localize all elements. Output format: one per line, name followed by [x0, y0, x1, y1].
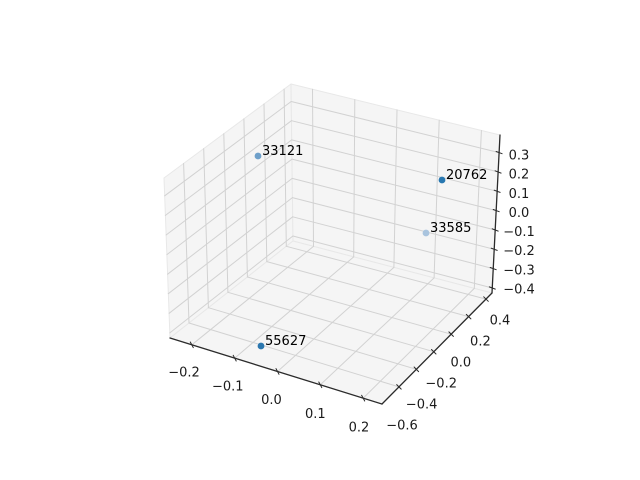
grid-line: [291, 197, 495, 250]
grid-line: [188, 322, 400, 388]
z-tick-mark: [489, 267, 497, 271]
z-tick-label: 0.0: [509, 206, 530, 221]
y-tick-label: −0.6: [386, 419, 418, 434]
data-point-label: 33121: [262, 144, 303, 159]
x-tick-label: 0.1: [305, 407, 326, 422]
z-tick-label: −0.4: [503, 283, 535, 298]
x-tick-mark: [361, 394, 366, 402]
x-tick-label: −0.2: [168, 366, 200, 381]
data-point: [257, 342, 265, 350]
z-tick-label: −0.2: [503, 244, 535, 259]
grid-line: [243, 118, 248, 278]
grid-line: [292, 216, 494, 270]
y-tick-label: 0.2: [470, 335, 491, 350]
z-tick-mark: [492, 209, 500, 213]
data-point: [254, 152, 262, 160]
z-tick-label: −0.1: [503, 225, 535, 240]
grid-line: [164, 120, 292, 216]
grid-line: [312, 88, 314, 247]
grid-line: [246, 276, 452, 335]
data-point: [438, 176, 446, 184]
x-tick-mark: [318, 381, 323, 389]
z-tick-label: 0.1: [509, 187, 530, 202]
data-point-label: 55627: [265, 334, 306, 349]
z-tick-mark: [490, 247, 498, 251]
z-tick-label: 0.2: [509, 168, 530, 183]
y-tick-mark: [448, 331, 454, 337]
grid-line: [266, 261, 470, 318]
x-tick-mark: [232, 354, 237, 362]
y-tick-mark: [431, 349, 437, 355]
y-tick-label: 0.0: [450, 356, 471, 371]
grid-line: [283, 88, 287, 247]
grid-line: [168, 216, 294, 314]
grid-line: [234, 256, 355, 359]
x-axis-spine: [169, 337, 383, 405]
x-tick-label: −0.1: [212, 379, 244, 394]
grid-line: [183, 163, 190, 324]
x-tick-label: 0.0: [261, 393, 282, 408]
grid-line: [292, 235, 493, 289]
grid-line: [393, 109, 398, 268]
grid-line: [433, 119, 440, 279]
y-tick-mark: [413, 366, 420, 373]
y-tick-mark: [396, 384, 402, 390]
z-axis-spine: [491, 134, 501, 294]
grid-line: [291, 139, 498, 192]
grid-line: [277, 266, 395, 372]
y-tick-label: 0.4: [490, 314, 511, 329]
grid-line: [166, 158, 293, 256]
z-tick-mark: [495, 151, 503, 155]
grid-line: [290, 101, 500, 154]
x-tick-mark: [189, 341, 194, 349]
grid-line: [223, 133, 229, 293]
grid-line: [473, 130, 482, 289]
grid-line: [285, 245, 487, 300]
y-axis-spine: [381, 292, 493, 405]
y-tick-label: −0.2: [425, 377, 457, 392]
z-tick-mark: [493, 189, 501, 193]
grid-line: [291, 158, 497, 212]
y-tick-mark: [483, 296, 489, 302]
grid-line: [227, 291, 435, 353]
x-tick-label: 0.2: [349, 421, 370, 436]
grid-line: [167, 197, 293, 295]
grid-line: [353, 99, 356, 258]
y-tick-label: −0.4: [406, 398, 438, 413]
grid-line: [291, 177, 496, 231]
data-point: [422, 229, 430, 237]
grid-line: [207, 307, 417, 370]
data-point-label: 33585: [430, 221, 471, 236]
grid-line: [169, 235, 294, 334]
grid-line: [362, 287, 475, 399]
z-tick-mark: [494, 170, 502, 174]
grid-line: [167, 177, 293, 275]
grid-line: [203, 148, 209, 309]
x-tick-mark: [275, 368, 280, 375]
grid-line: [164, 101, 292, 197]
grid-line: [165, 139, 293, 236]
grid-line: [191, 245, 314, 346]
grid-line: [319, 277, 435, 386]
y-tick-mark: [465, 313, 472, 320]
z-tick-label: −0.3: [503, 263, 535, 278]
grid-line: [263, 103, 268, 263]
z-tick-mark: [491, 228, 499, 232]
z-tick-label: 0.3: [509, 149, 530, 164]
grid-line: [291, 120, 499, 173]
data-point-label: 20762: [446, 168, 487, 183]
z-tick-mark: [488, 286, 496, 290]
